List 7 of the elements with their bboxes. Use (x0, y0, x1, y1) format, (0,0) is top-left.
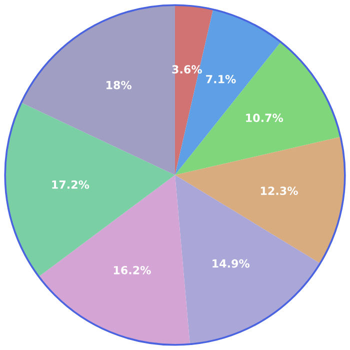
data-label: 16.2% (114, 266, 151, 274)
data-label: 17.2% (52, 180, 90, 189)
data-label: 7.1% (206, 74, 236, 84)
data-label: 12.3% (260, 186, 298, 196)
data-label: 18% (106, 80, 132, 90)
data-label: 14.9% (212, 259, 250, 268)
data-label: 10.7% (246, 114, 284, 122)
